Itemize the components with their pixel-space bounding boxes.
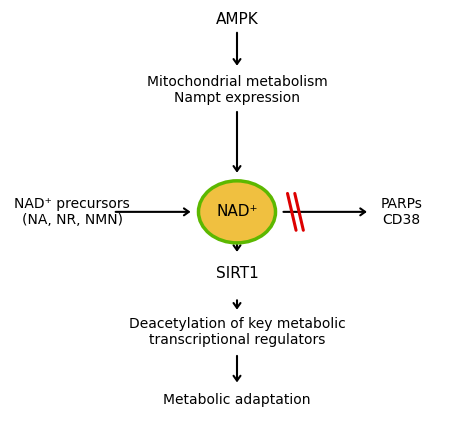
Text: PARPs
CD38: PARPs CD38 xyxy=(381,197,423,227)
Text: Mitochondrial metabolism
Nampt expression: Mitochondrial metabolism Nampt expressio… xyxy=(146,75,328,105)
Text: Deacetylation of key metabolic
transcriptional regulators: Deacetylation of key metabolic transcrip… xyxy=(128,317,346,347)
Text: Metabolic adaptation: Metabolic adaptation xyxy=(163,393,311,407)
Text: SIRT1: SIRT1 xyxy=(216,266,258,282)
Text: AMPK: AMPK xyxy=(216,12,258,27)
Ellipse shape xyxy=(199,181,275,243)
Text: NAD⁺: NAD⁺ xyxy=(216,204,258,220)
Text: NAD⁺ precursors
(NA, NR, NMN): NAD⁺ precursors (NA, NR, NMN) xyxy=(14,197,130,227)
